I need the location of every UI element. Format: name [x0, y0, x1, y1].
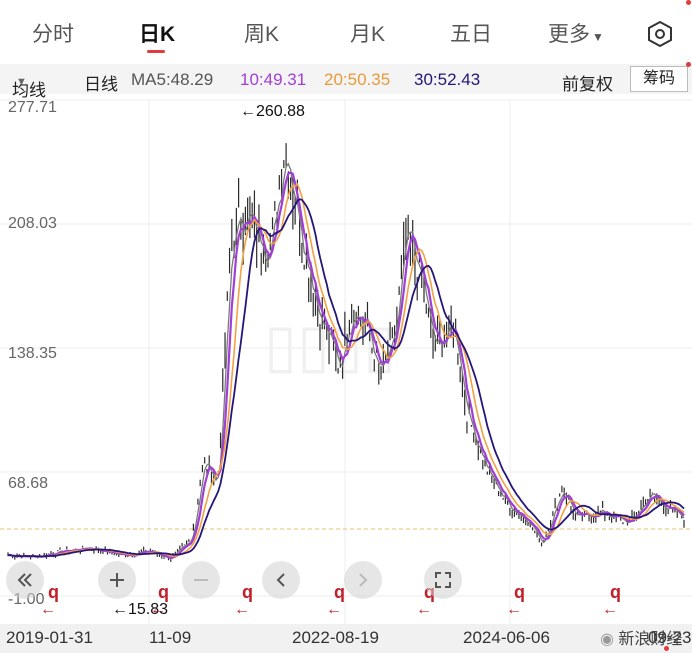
ma10-line [7, 171, 685, 560]
zoom-out-button[interactable] [182, 561, 220, 599]
caret-down-icon: ▼ [16, 76, 27, 88]
weibo-icon: ◉ [600, 631, 619, 648]
notification-dot [686, 62, 691, 67]
ma10-value: 10:49.31 [240, 70, 307, 89]
x-tick: 11-09 [149, 628, 192, 647]
y-axis: 277.71 208.03 138.35 68.68 -1.00 [8, 99, 57, 608]
event-marker-arrow: ← [234, 601, 250, 618]
scroll-left-fast-button[interactable] [6, 561, 44, 599]
event-marker-q[interactable]: q [48, 582, 59, 602]
event-marker-q[interactable]: q [242, 582, 253, 602]
event-marker-q[interactable]: q [158, 582, 169, 602]
active-tab-indicator [147, 50, 165, 53]
tab-daily-k[interactable]: 日K [139, 23, 176, 46]
y-tick: 138.35 [8, 345, 57, 362]
y-tick: 277.71 [8, 99, 57, 116]
watermark-text: 新浪财经 [618, 631, 683, 648]
event-marker-q[interactable]: q [610, 582, 621, 602]
x-tick: 2019-01-31 [6, 628, 93, 647]
event-marker-q[interactable]: q [334, 582, 345, 602]
event-marker-arrow: ← [326, 601, 342, 618]
max-price-annotation: ←260.88 [240, 103, 305, 120]
sina-finance-watermark: ◉ 新浪财经 [600, 625, 682, 649]
settings-hexagon-icon[interactable] [646, 20, 674, 48]
period-tabs: 分时 日K 周K 月K 五日 更多 ▼ [0, 0, 692, 62]
caret-down-icon: ▼ [592, 30, 604, 44]
ma5-value: MA5:48.29 [131, 70, 214, 89]
expand-icon [435, 572, 451, 588]
zoom-in-button[interactable] [98, 561, 136, 599]
event-marker-arrow: ← [40, 601, 56, 618]
ma30-line [7, 198, 685, 558]
kline-chart[interactable]: ▯▯▯▯ 277.71 208.03 138.35 68.68 -1.00 ←2… [0, 96, 692, 624]
event-marker-arrow: ← [416, 601, 432, 618]
chevron-left-icon [276, 573, 285, 587]
notification-dot [664, 646, 669, 651]
tab-five-day[interactable]: 五日 [450, 23, 492, 46]
tab-more-label: 更多 [548, 23, 590, 46]
plus-icon [110, 573, 124, 587]
period-label: 日线 [84, 75, 118, 94]
notification-dot [686, 0, 691, 5]
fullscreen-button[interactable] [424, 561, 462, 599]
double-chevron-left-icon [17, 573, 32, 587]
x-tick: 09-23 [648, 628, 692, 647]
event-marker-arrow: ← [150, 601, 166, 618]
event-marker-arrow: ← [602, 601, 618, 618]
tab-weekly-k[interactable]: 周K [244, 23, 280, 46]
tab-intraday[interactable]: 分时 [32, 23, 74, 46]
chip-distribution-button[interactable]: 筹码 [630, 66, 688, 92]
tab-monthly-k[interactable]: 月K [350, 23, 386, 46]
min-price-annotation: ←15.83 [112, 601, 168, 618]
minus-icon [194, 579, 208, 581]
ma20-value: 20:50.35 [324, 70, 391, 89]
y-tick: 208.03 [8, 215, 57, 232]
chevron-right-icon [359, 573, 368, 587]
event-marker-q[interactable]: q [514, 582, 525, 602]
indicator-label: 均线 [12, 81, 46, 100]
scroll-left-button[interactable] [262, 561, 300, 599]
x-tick: 2022-08-19 [292, 628, 379, 647]
x-axis: 2019-01-31 11-09 2022-08-19 2024-06-06 0… [0, 624, 692, 653]
ma30-value: 30:52.43 [414, 70, 481, 89]
y-tick: 68.68 [8, 475, 48, 492]
event-marker-arrow: ← [506, 601, 522, 618]
scroll-right-button[interactable] [344, 561, 382, 599]
ma-legend-bar: 均线 ▼ 日线 MA5:48.29 10:49.31 20:50.35 30:52… [0, 62, 692, 100]
tab-more[interactable]: 更多 ▼ [548, 18, 604, 48]
adjust-toggle[interactable]: 前复权 [562, 75, 613, 94]
x-tick: 2024-06-06 [463, 628, 550, 647]
ma20-line [7, 182, 685, 558]
